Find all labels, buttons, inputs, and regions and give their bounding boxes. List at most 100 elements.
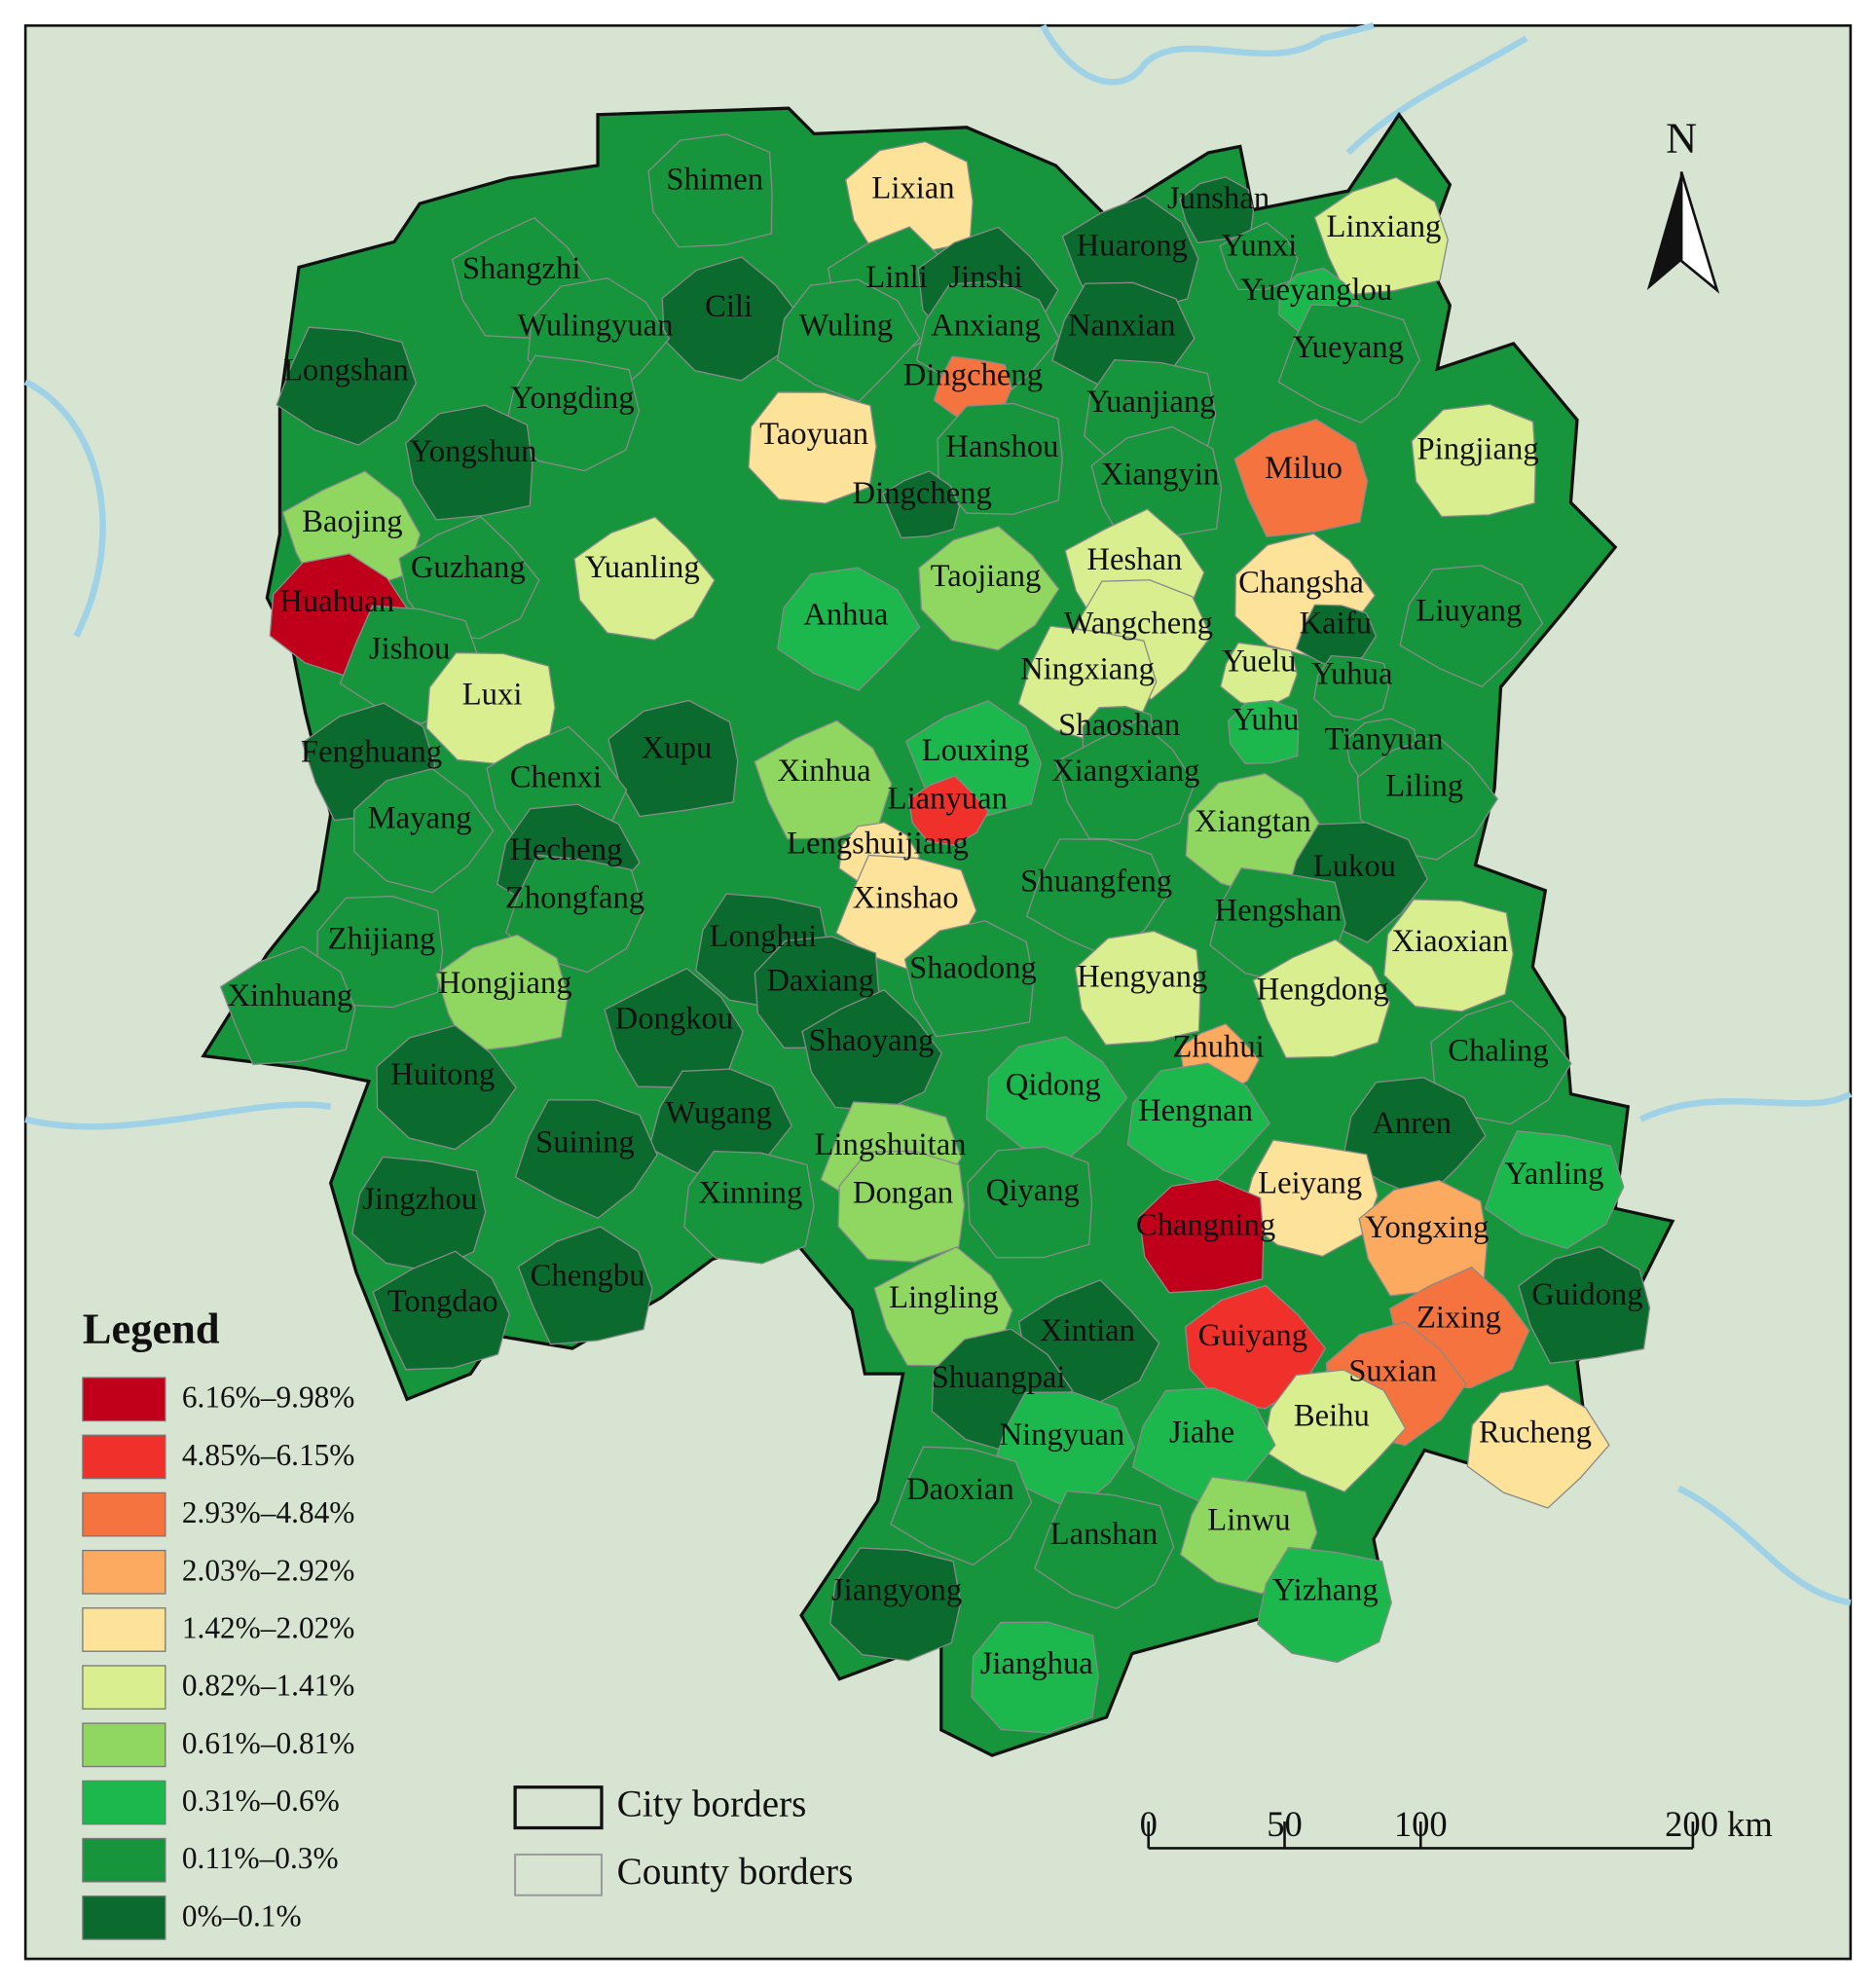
legend-label: 4.85%–6.15%	[182, 1438, 355, 1472]
county-label: Heshan	[1086, 542, 1182, 577]
county-label: Liuyang	[1416, 593, 1523, 628]
county-label: Zhongfang	[505, 881, 644, 916]
county-region	[1074, 930, 1201, 1046]
county-label: Yuanling	[585, 550, 700, 585]
county-label: Pingjiang	[1416, 431, 1538, 466]
county-label: Ningyuan	[999, 1417, 1124, 1453]
county-label: Yuhua	[1311, 657, 1393, 692]
county-label: Zixing	[1416, 1301, 1501, 1336]
county-region	[1034, 1490, 1175, 1610]
county-region	[1382, 899, 1514, 1012]
county-label: Yunxi	[1221, 228, 1297, 263]
county-region	[1227, 699, 1300, 764]
county-region	[1252, 938, 1391, 1059]
river	[23, 379, 106, 638]
county-label: Xinshao	[853, 881, 959, 916]
county-label: Xupu	[642, 730, 713, 765]
county-label: Zhijiang	[328, 921, 436, 956]
county-label: Anren	[1372, 1106, 1452, 1141]
county-border-swatch	[514, 1853, 603, 1896]
county-label: Wulingyuan	[517, 309, 673, 344]
county-label: Taojiang	[931, 559, 1042, 594]
county-label: Zhuhui	[1172, 1029, 1264, 1064]
county-label: Jingzhou	[362, 1182, 477, 1217]
county-label: Hengnan	[1138, 1093, 1253, 1128]
legend-swatch	[82, 1665, 166, 1711]
county-region	[1313, 654, 1390, 721]
county-label: Xiangtan	[1195, 804, 1311, 839]
county-region	[503, 354, 641, 472]
county-region	[1055, 719, 1196, 841]
county-region	[517, 1226, 653, 1345]
county-region	[908, 775, 989, 846]
scale-label: 0	[1140, 1804, 1158, 1844]
county-label: Lianyuan	[888, 782, 1008, 817]
legend-label: 0%–0.1%	[182, 1898, 302, 1932]
county-label: Yueyanglou	[1240, 273, 1392, 308]
county-label: Shimen	[666, 162, 763, 197]
county-label: Hengshan	[1215, 894, 1343, 929]
legend-swatch	[82, 1491, 166, 1537]
county-region	[1356, 735, 1499, 861]
county-label: Yuelu	[1222, 644, 1296, 680]
county-region	[1219, 222, 1299, 291]
county-region	[1430, 1000, 1572, 1125]
county-region	[405, 404, 533, 521]
county-label: Hanshou	[945, 429, 1058, 464]
legend-label: 0.61%–0.81%	[182, 1726, 355, 1760]
county-region	[435, 934, 569, 1053]
county-label: Xinhuang	[227, 978, 352, 1013]
county-region	[504, 854, 645, 974]
county-label: Leiyang	[1258, 1165, 1362, 1200]
scale-label: 50	[1267, 1804, 1303, 1844]
county-region	[971, 1621, 1099, 1734]
legend-label: 0.82%–1.41%	[182, 1669, 355, 1703]
county-label: Xiaoxian	[1391, 924, 1508, 959]
county-label: Lanshan	[1050, 1517, 1159, 1552]
county-label: Qidong	[1006, 1068, 1101, 1103]
county-region	[890, 1446, 1033, 1566]
county-region	[1277, 304, 1420, 424]
border-legend-label: City borders	[617, 1784, 807, 1825]
county-label: Daoxian	[906, 1472, 1014, 1507]
county-label: Lingling	[889, 1280, 998, 1315]
legend-swatch	[82, 1377, 166, 1422]
county-label: Lingshuitan	[815, 1127, 967, 1162]
county-label: Huarong	[1077, 228, 1188, 263]
county-label: Ningxiang	[1020, 651, 1155, 686]
county-region	[398, 516, 540, 640]
county-label: Hengyang	[1077, 960, 1207, 995]
county-label: Chaling	[1448, 1033, 1548, 1068]
county-region	[1138, 1178, 1265, 1294]
county-label: Dingcheng	[853, 476, 992, 511]
legend-label: 6.16%–9.98%	[182, 1380, 355, 1415]
county-region	[647, 133, 773, 248]
county-label: Huahuan	[279, 584, 394, 619]
county-label: Lukou	[1313, 849, 1396, 884]
county-region	[1411, 403, 1536, 518]
county-label: Shuangfeng	[1020, 865, 1172, 900]
legend-label: 1.42%–2.02%	[182, 1610, 355, 1644]
county-label: Jiangyong	[831, 1572, 962, 1607]
legend-swatch	[82, 1895, 166, 1940]
county-region	[837, 1150, 966, 1263]
county-label: Qiyang	[986, 1173, 1080, 1208]
county-label: Dingcheng	[903, 358, 1043, 393]
county-label: Tongdao	[387, 1284, 498, 1319]
scale-label: 200 km	[1665, 1804, 1773, 1844]
county-label: Changning	[1136, 1207, 1275, 1242]
county-region	[1399, 565, 1544, 688]
legend-label: 2.93%–4.84%	[182, 1495, 355, 1529]
river	[1040, 22, 1375, 86]
county-label: Wangcheng	[1064, 606, 1213, 641]
county-label: Xiangxiang	[1051, 754, 1199, 789]
county-label: Jinshi	[948, 260, 1022, 295]
county-region	[573, 516, 716, 641]
county-label: Miluo	[1265, 451, 1343, 486]
county-label: Longshan	[283, 352, 409, 387]
county-label: Fenghuang	[301, 734, 442, 769]
county-label: Rucheng	[1479, 1415, 1592, 1450]
county-region	[1466, 1383, 1610, 1509]
county-label: Kaifu	[1300, 606, 1372, 641]
